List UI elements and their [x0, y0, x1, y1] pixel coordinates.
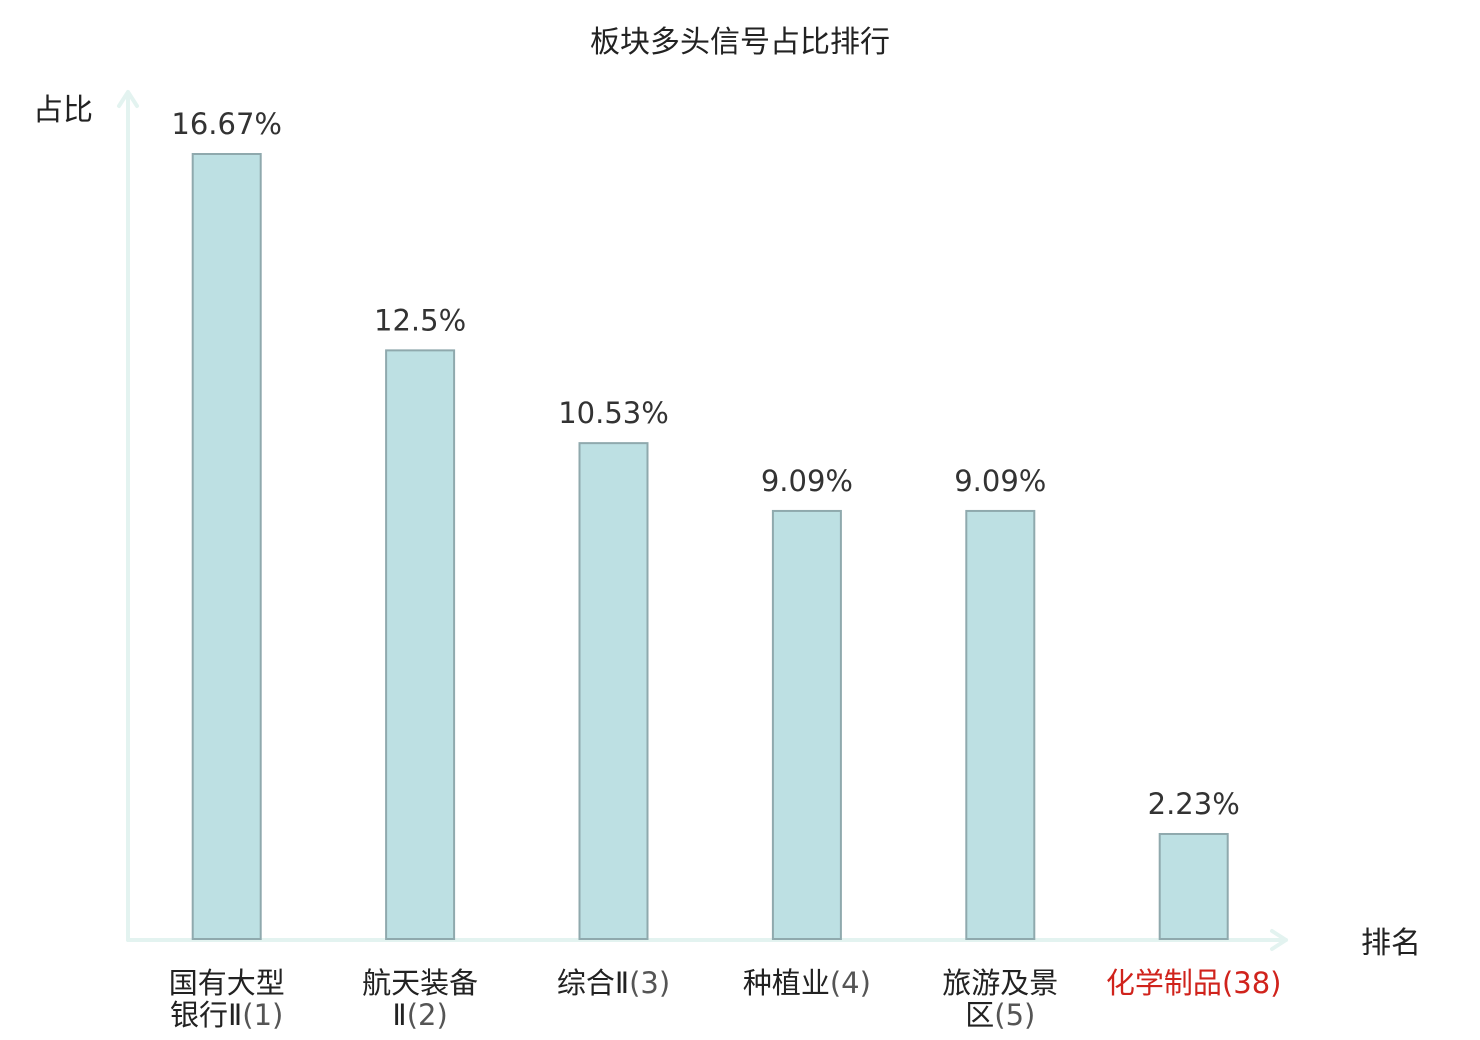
- value-label-6: 2.23%: [1148, 787, 1240, 821]
- category-label-6-line-1: 化学制品(38): [1106, 966, 1282, 1000]
- category-rank: (4): [830, 966, 871, 1000]
- value-label-2: 12.5%: [374, 303, 466, 337]
- category-label-5-line-1: 旅游及景: [942, 966, 1058, 1000]
- category-label-4-line-1: 种植业(4): [743, 966, 871, 1000]
- value-label-1: 16.67%: [171, 107, 282, 141]
- category-name: 化学制品: [1106, 966, 1222, 1000]
- category-rank: (3): [629, 966, 670, 1000]
- bar-4: [771, 509, 842, 940]
- bar-2: [385, 349, 456, 940]
- value-labels-group: 16.67% 12.5% 10.53% 9.09% 9.09% 2.23%: [171, 107, 1239, 821]
- category-name: 航天装备: [362, 966, 478, 1000]
- category-label-1-line-1: 国有大型: [169, 966, 285, 1000]
- category-rank: (1): [242, 998, 283, 1032]
- y-axis: [117, 90, 139, 942]
- bar-1: [191, 153, 262, 940]
- x-axis-label: 排名: [1361, 926, 1421, 961]
- value-label-3: 10.53%: [558, 396, 669, 430]
- category-name: 区: [965, 998, 994, 1032]
- category-label-1-line-2: 银行Ⅱ(1): [170, 998, 283, 1032]
- category-name: 种植业: [743, 966, 830, 1000]
- category-name: 国有大型: [169, 966, 285, 1000]
- bar-5: [965, 509, 1036, 940]
- category-label-3-line-1: 综合Ⅱ(3): [557, 966, 670, 1000]
- value-label-5: 9.09%: [954, 464, 1046, 498]
- category-name: 银行Ⅱ: [170, 998, 242, 1032]
- bar-6: [1158, 832, 1229, 940]
- category-label-5-line-2: 区(5): [965, 998, 1035, 1032]
- category-label-2-line-1: 航天装备: [362, 966, 478, 1000]
- category-label-2-line-2: Ⅱ(2): [392, 998, 447, 1032]
- category-rank: (5): [994, 998, 1035, 1032]
- category-rank: (38): [1222, 966, 1282, 1000]
- chart-title: 板块多头信号占比排行: [590, 25, 890, 60]
- value-label-4: 9.09%: [761, 464, 853, 498]
- category-name: 旅游及景: [942, 966, 1058, 1000]
- y-axis-label: 占比: [33, 93, 93, 128]
- category-name: Ⅱ: [392, 998, 406, 1032]
- bars-group: [191, 153, 1229, 940]
- category-rank: (2): [407, 998, 448, 1032]
- category-name: 综合Ⅱ: [557, 966, 629, 1000]
- bar-3: [578, 442, 649, 940]
- x-axis: [126, 929, 1288, 951]
